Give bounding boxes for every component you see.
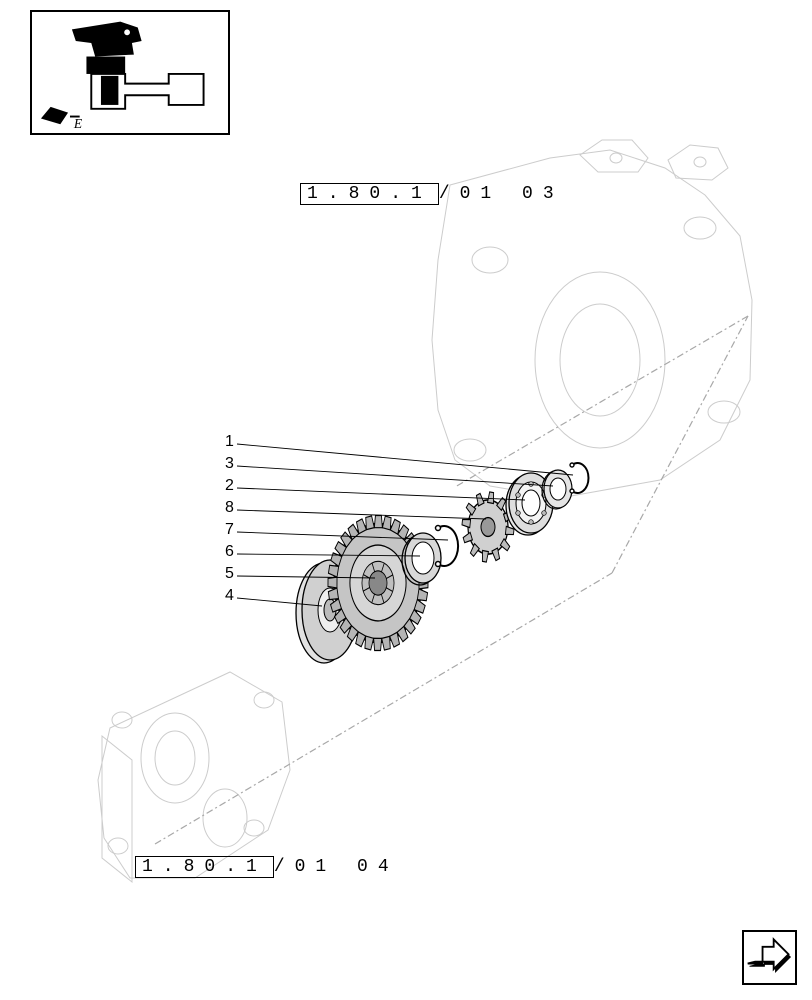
ref-label-upper: 1.80.1/01 03 xyxy=(300,183,564,205)
ghosted-housing-lower xyxy=(98,672,290,882)
part-6-ring xyxy=(402,533,441,585)
callout-6: 6 xyxy=(225,543,234,561)
assembly-thumbnail: E xyxy=(30,10,230,135)
part-8-pinion xyxy=(454,481,522,572)
exploded-view-svg xyxy=(0,0,812,1000)
part-5-gear xyxy=(313,495,443,671)
callout-leaders xyxy=(237,444,573,606)
part-2-bearing xyxy=(506,473,553,535)
callout-4: 4 xyxy=(225,587,234,605)
centerline xyxy=(155,316,748,844)
ref-label-lower: 1.80.1/01 04 xyxy=(135,856,399,878)
diagram-canvas: E xyxy=(0,0,812,1000)
callout-5: 5 xyxy=(225,565,234,583)
next-page-icon[interactable] xyxy=(742,930,797,985)
callout-2: 2 xyxy=(225,477,234,495)
part-3-spacer xyxy=(542,470,572,509)
part-4-disc xyxy=(296,560,358,663)
callout-7: 7 xyxy=(225,521,234,539)
callout-1: 1 xyxy=(225,433,234,451)
callout-8: 8 xyxy=(225,499,234,517)
part-1-retaining-ring xyxy=(570,463,588,493)
callout-3: 3 xyxy=(225,455,234,473)
ref-lower-boxed: 1.80.1 xyxy=(135,856,274,878)
ref-lower-plain: /01 04 xyxy=(274,857,399,877)
part-7-snap-ring xyxy=(436,526,459,567)
thumbnail-svg: E xyxy=(32,12,228,133)
ref-upper-boxed: 1.80.1 xyxy=(300,183,439,205)
thumbnail-letter: E xyxy=(73,116,83,131)
ref-upper-plain: /01 03 xyxy=(439,184,564,204)
